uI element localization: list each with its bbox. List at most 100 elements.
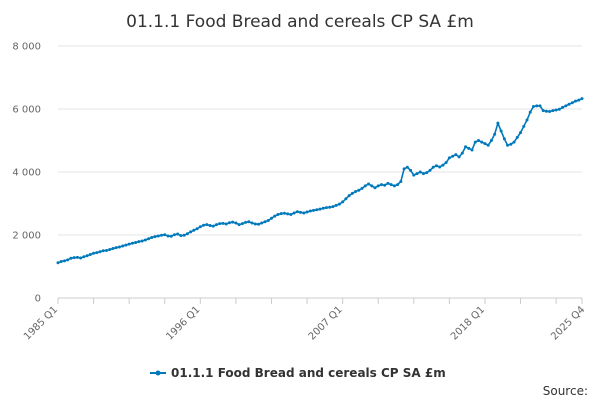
legend-marker-dot	[155, 370, 161, 376]
data-point	[360, 186, 364, 190]
data-point	[214, 223, 218, 227]
data-point	[525, 118, 529, 122]
data-point	[305, 210, 309, 214]
data-point	[489, 139, 493, 142]
data-point	[399, 179, 403, 183]
data-point	[522, 124, 526, 128]
data-point	[457, 155, 461, 159]
data-point	[147, 237, 151, 241]
y-tick-label: 0	[35, 294, 41, 305]
data-point	[538, 104, 542, 108]
data-point	[467, 146, 471, 150]
data-point	[130, 241, 134, 245]
data-point	[111, 247, 115, 251]
data-point	[570, 101, 574, 105]
data-point	[56, 261, 60, 265]
x-tick-label: 1996 Q1	[164, 304, 202, 342]
data-point	[227, 221, 231, 225]
data-point	[389, 183, 393, 187]
data-point	[363, 184, 367, 188]
data-point	[383, 183, 387, 187]
data-point	[153, 235, 157, 239]
data-point	[512, 140, 516, 144]
data-point	[244, 220, 248, 224]
data-point	[499, 129, 503, 133]
data-point	[137, 240, 141, 244]
data-point	[172, 233, 176, 237]
data-point	[441, 163, 445, 167]
data-point	[396, 183, 400, 187]
data-point	[62, 259, 66, 263]
data-point	[221, 221, 225, 225]
data-point	[451, 154, 455, 158]
data-point	[182, 233, 186, 237]
data-point	[299, 210, 303, 214]
data-point	[438, 165, 442, 169]
data-point	[117, 245, 121, 249]
data-point	[189, 230, 193, 234]
data-point	[321, 206, 325, 210]
data-point	[315, 208, 319, 212]
data-point	[379, 183, 383, 187]
data-point	[373, 186, 377, 190]
data-point	[98, 250, 102, 254]
data-point	[140, 239, 144, 243]
data-point	[253, 222, 257, 226]
data-point	[92, 251, 96, 255]
source-label: Source:	[543, 384, 588, 398]
data-point	[428, 168, 432, 172]
data-point	[66, 258, 70, 262]
data-point	[347, 194, 351, 198]
data-point	[409, 168, 413, 172]
data-point	[376, 184, 380, 188]
data-point	[341, 200, 345, 204]
data-point	[150, 236, 154, 240]
data-point	[166, 234, 170, 238]
data-point	[318, 207, 322, 211]
data-point	[95, 251, 99, 255]
data-point	[334, 203, 338, 207]
data-point	[134, 241, 138, 245]
legend[interactable]: 01.1.1 Food Bread and cereals CP SA £m	[150, 366, 446, 380]
data-point	[541, 109, 545, 113]
data-point	[392, 184, 396, 188]
data-point	[208, 224, 212, 228]
data-point	[509, 142, 513, 146]
data-point	[88, 253, 92, 257]
data-point	[350, 191, 354, 195]
data-point	[447, 156, 451, 160]
data-point	[370, 184, 374, 188]
data-point	[564, 104, 568, 108]
x-tick-label: 2025 Q4	[549, 304, 587, 342]
data-point	[580, 97, 584, 101]
data-point	[260, 221, 264, 225]
data-point	[224, 222, 228, 226]
data-point	[331, 205, 335, 209]
data-point	[79, 256, 83, 260]
gridlines	[58, 45, 582, 236]
data-point	[302, 211, 306, 215]
data-point	[535, 104, 539, 108]
data-point	[425, 171, 429, 175]
data-point	[121, 244, 125, 248]
data-point	[250, 221, 254, 225]
data-point	[561, 105, 565, 109]
data-point	[506, 143, 510, 147]
data-point	[405, 165, 409, 169]
data-point	[75, 255, 79, 259]
data-point	[473, 140, 477, 144]
data-point	[127, 242, 131, 246]
data-point	[195, 227, 199, 231]
data-point	[357, 188, 361, 192]
data-point	[289, 213, 293, 217]
data-point	[234, 221, 238, 225]
data-point	[422, 172, 426, 176]
data-point	[276, 213, 280, 217]
data-point	[344, 197, 348, 201]
data-point	[179, 234, 183, 238]
data-point	[240, 222, 244, 226]
data-point	[269, 216, 273, 220]
legend-label: 01.1.1 Food Bread and cereals CP SA £m	[171, 366, 446, 380]
data-point	[59, 259, 63, 263]
